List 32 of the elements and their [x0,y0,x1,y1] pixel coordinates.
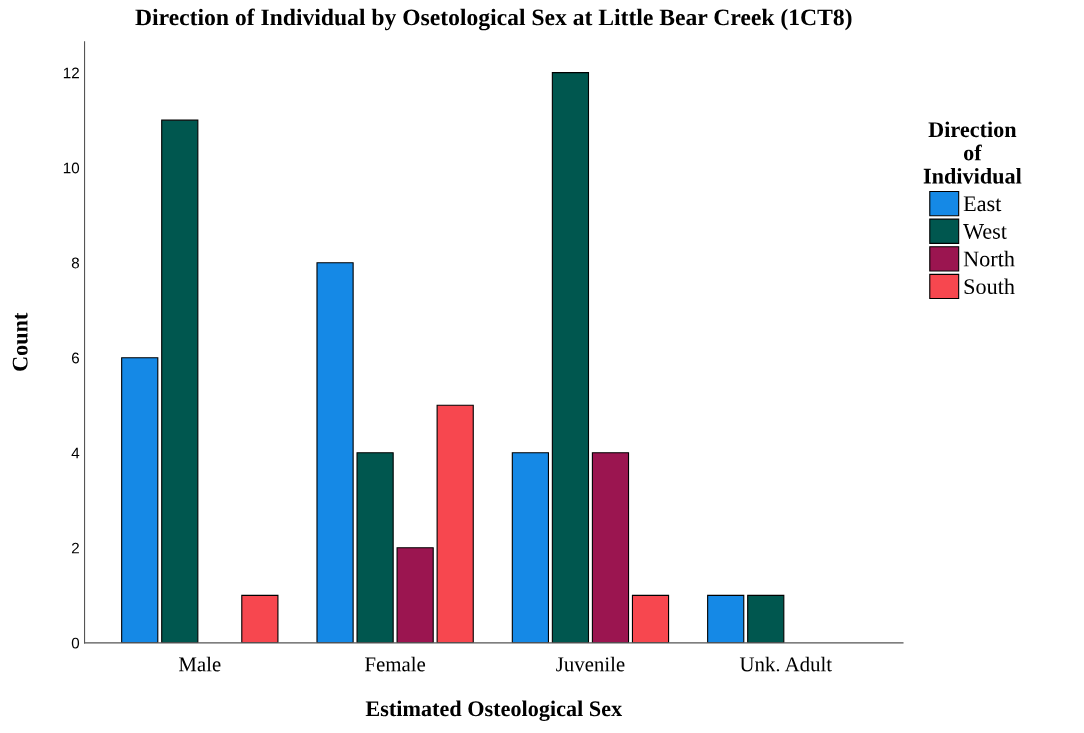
y-tick-label: 0 [71,637,80,649]
y-tick-label: 6 [71,352,80,364]
y-tick-label: 10 [63,162,80,174]
legend-label: South [964,278,1015,295]
legend-label: North [963,250,1015,267]
bar [747,594,785,643]
bar [631,594,670,643]
bar [511,452,550,643]
x-axis-title: Estimated Osteological Sex [365,700,623,721]
bar [241,594,279,643]
bar [316,262,354,643]
y-tick-label: 12 [63,67,79,79]
legend-label: East [963,196,1002,212]
x-tick-label: Juvenile [556,656,625,672]
bar [356,452,394,643]
x-tick-label: Female [365,656,426,672]
legend-label: West [963,224,1007,239]
y-axis-title: Count [12,312,28,371]
y-tick-label: 2 [71,542,79,554]
bar [396,547,434,643]
x-tick-label: Unk. Adult [739,656,832,672]
bar [436,404,474,643]
x-tick-label: Male [178,656,221,672]
bar [707,594,745,643]
legend-title: Direction of Individual [923,121,1022,184]
chart-title: Direction of Individual by Osetological Sex at Little Bear Creek (1CT8) [135,8,852,31]
bar [551,72,590,643]
bar [121,357,159,643]
y-tick-label: 8 [71,257,80,269]
y-tick-label: 4 [71,447,80,459]
bar [161,119,199,643]
bar [591,452,630,643]
